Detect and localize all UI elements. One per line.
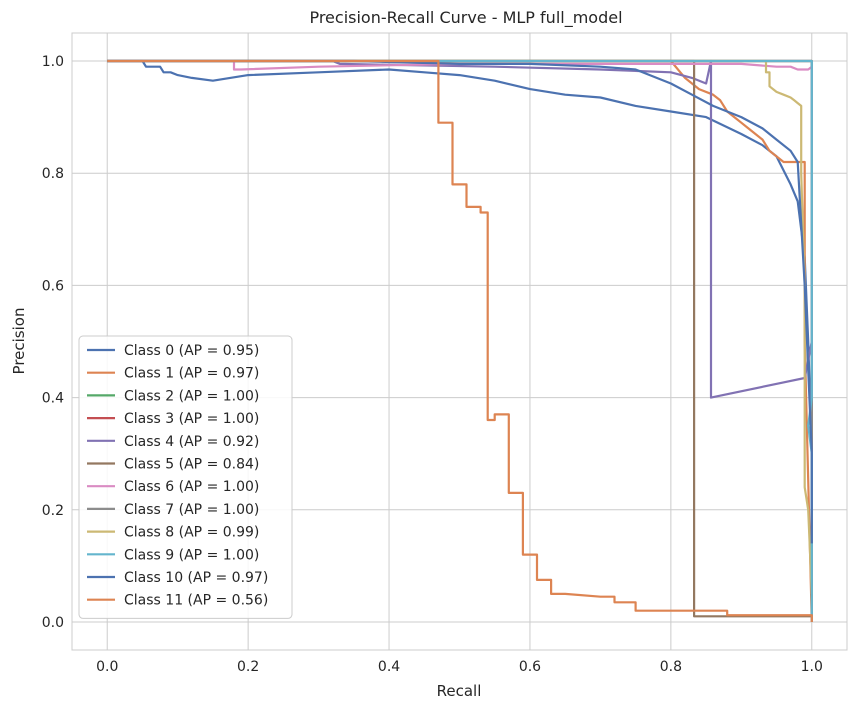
y-tick-label: 0.8 — [42, 166, 64, 182]
x-tick-label: 1.0 — [801, 659, 823, 675]
y-tick-labels: 0.0 0.2 0.4 0.6 0.8 1.0 — [42, 54, 64, 631]
legend-label: Class 0 (AP = 0.95) — [124, 343, 259, 359]
x-tick-label: 0.6 — [519, 659, 541, 675]
legend-box — [78, 335, 293, 619]
legend-label: Class 2 (AP = 1.00) — [124, 388, 259, 404]
legend-label: Class 8 (AP = 0.99) — [124, 525, 259, 541]
legend-label: Class 5 (AP = 0.84) — [124, 457, 259, 473]
series-line-1 — [107, 59, 813, 623]
series-lines — [107, 59, 813, 623]
series-line-10 — [107, 59, 813, 544]
legend-label: Class 7 (AP = 1.00) — [124, 502, 259, 518]
legend-label: Class 11 (AP = 0.56) — [124, 593, 268, 609]
legend-label: Class 1 (AP = 0.97) — [124, 366, 259, 382]
series-line-11 — [107, 59, 813, 622]
x-tick-label: 0.0 — [96, 659, 118, 675]
x-tick-labels: 0.0 0.2 0.4 0.6 0.8 1.0 — [96, 659, 823, 675]
chart-title: Precision-Recall Curve - MLP full_model — [309, 8, 622, 28]
x-tick-label: 0.8 — [660, 659, 682, 675]
x-axis-label: Recall — [437, 682, 482, 700]
x-tick-label: 0.4 — [378, 659, 400, 675]
series-line-6 — [107, 59, 813, 398]
series-line-8 — [107, 59, 813, 594]
legend-label: Class 6 (AP = 1.00) — [124, 479, 259, 495]
series-line-0 — [107, 59, 813, 589]
y-tick-label: 0.0 — [42, 615, 64, 631]
y-tick-label: 0.2 — [42, 503, 64, 519]
x-tick-label: 0.2 — [237, 659, 259, 675]
legend-label: Class 9 (AP = 1.00) — [124, 547, 259, 563]
y-tick-label: 0.4 — [42, 391, 64, 407]
y-tick-label: 1.0 — [42, 54, 64, 70]
legend-label: Class 10 (AP = 0.97) — [124, 570, 268, 586]
y-axis-label: Precision — [10, 308, 28, 375]
legend-label: Class 4 (AP = 0.92) — [124, 434, 259, 450]
y-tick-label: 0.6 — [42, 278, 64, 294]
legend-label: Class 3 (AP = 1.00) — [124, 411, 259, 427]
legend: Class 0 (AP = 0.95) Class 1 (AP = 0.97) Cl… — [78, 335, 293, 619]
